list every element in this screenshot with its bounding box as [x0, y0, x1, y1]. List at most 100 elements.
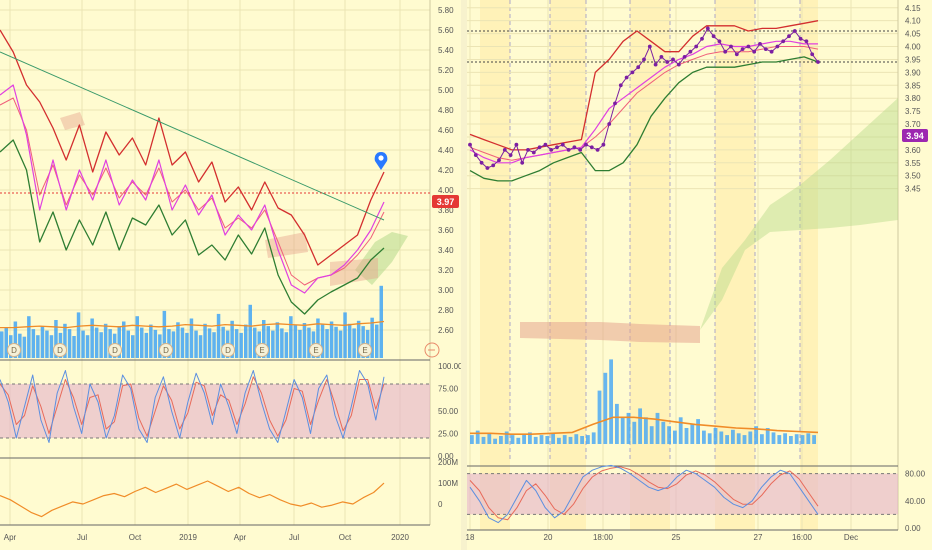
left-price-tick-label: 2.80	[438, 306, 454, 315]
right-volume-bar	[597, 390, 602, 444]
left-volume-bar	[307, 327, 311, 358]
right-price-point	[607, 122, 612, 126]
left-volume-bar	[302, 323, 307, 358]
right-price-point	[804, 39, 809, 44]
left-price-tick-label: 4.00	[438, 186, 454, 195]
left-stoch-k-line	[0, 370, 385, 443]
right-volume-bar	[481, 436, 486, 444]
right-price-point	[729, 44, 733, 49]
left-volume-bar	[298, 329, 302, 358]
right-volume-bar	[777, 435, 782, 444]
right-volume-bar	[545, 436, 550, 444]
left-time-axis[interactable]: Apr Jul Oct 2019 Apr Jul Oct 2020	[4, 533, 410, 542]
left-price-tick-label: 3.00	[438, 286, 454, 295]
right-price-point	[810, 52, 815, 57]
right-volume-bars	[470, 359, 819, 445]
right-time-tick-label: 18	[466, 533, 475, 542]
left-price-tick-label: 3.80	[438, 206, 454, 215]
right-volume-bar	[742, 435, 747, 444]
right-price-point	[642, 57, 646, 62]
right-time-axis[interactable]: 18 20 18:00 25 27 16:00 Dec	[466, 533, 859, 542]
location-marker-icon[interactable]	[374, 152, 388, 170]
right-volume-bar	[580, 436, 584, 444]
right-price-point	[717, 39, 722, 44]
time-navigation-icon[interactable]	[424, 342, 440, 358]
right-volume-bar	[789, 436, 793, 444]
left-event-marker-label: E	[259, 346, 264, 355]
left-volume-bar	[85, 335, 90, 358]
right-price-point	[624, 75, 629, 80]
right-session-highlight	[630, 0, 670, 530]
right-price-point	[775, 44, 780, 49]
right-price-point	[578, 148, 583, 152]
right-price-point	[549, 148, 554, 152]
right-time-tick-label: 16:00	[792, 533, 813, 542]
right-volume-bar	[533, 436, 538, 444]
right-price-point	[758, 42, 762, 46]
left-price-tick-label: 4.40	[438, 146, 454, 155]
left-volume-bar	[234, 329, 239, 358]
left-flow-line	[0, 480, 385, 518]
left-price-axis[interactable]: 5.80 5.60 5.40 5.20 5.00 4.80 4.60 4.40 4.20 4.00…	[438, 6, 463, 509]
left-volume-bar	[293, 325, 298, 358]
right-price-point	[734, 52, 739, 57]
left-time-tick-label: 2019	[179, 533, 197, 542]
left-stoch-tick-label: 75.00	[438, 385, 459, 394]
left-ichimoku-cloud	[60, 112, 408, 286]
left-volume-bar	[325, 329, 329, 358]
left-volume-bar	[289, 316, 293, 358]
right-price-tick-label: 3.70	[905, 120, 921, 129]
right-volume-bar	[684, 428, 689, 444]
left-volume-bar	[212, 332, 216, 358]
left-volume-bar	[122, 321, 126, 358]
left-trendline	[0, 51, 385, 221]
right-price-point	[468, 142, 472, 147]
right-volume-bar	[528, 432, 532, 444]
right-volume-bar	[800, 435, 805, 444]
right-volume-bar	[626, 412, 631, 444]
right-price-axis[interactable]: 4.15 4.10 4.05 4.00 3.95 3.90 3.85 3.80 3.75 3.70…	[905, 4, 926, 533]
left-volume-bar	[67, 329, 72, 358]
left-ma-fast-line	[0, 84, 385, 294]
right-price-tick-label: 3.90	[905, 68, 921, 77]
right-volume-bar	[760, 434, 764, 444]
right-price-point	[514, 142, 519, 147]
right-chart[interactable]: 4.15 4.10 4.05 4.00 3.95 3.90 3.85 3.80 3.75 3.70…	[461, 0, 928, 550]
left-volume-bar	[99, 332, 103, 358]
right-volume-bar	[806, 433, 811, 444]
left-volume-bar	[361, 326, 365, 358]
right-price-point	[630, 70, 635, 75]
right-stoch-k-line	[469, 464, 819, 524]
left-stoch-tick-label: 50.00	[438, 407, 459, 416]
right-price-point	[659, 55, 664, 59]
left-event-marker-label: E	[313, 346, 318, 355]
right-price-tick-label: 4.05	[905, 30, 921, 39]
right-price-point	[618, 83, 623, 88]
right-volume-bar	[493, 438, 497, 444]
right-price-point	[520, 160, 525, 165]
left-stoch-tick-label: 25.00	[438, 430, 459, 439]
right-volume-bar	[638, 408, 642, 444]
left-price-tick-label: 3.40	[438, 246, 454, 255]
left-volume-bar	[284, 332, 289, 358]
right-volume-bar	[574, 434, 579, 444]
left-lower-band-line	[0, 139, 385, 315]
right-volume-bar	[667, 426, 671, 444]
left-volume-bar	[40, 326, 45, 358]
left-event-marker	[358, 343, 372, 357]
right-cloud-area	[520, 322, 700, 343]
right-price-point	[508, 153, 513, 158]
right-time-tick-label: 25	[672, 533, 681, 542]
right-price-tick-label: 3.75	[905, 107, 921, 116]
right-price-point	[491, 163, 496, 168]
right-last-price-tag: 3.94	[902, 129, 928, 142]
left-chart[interactable]: D D D D D E E E 5.80 5.60 5.40 5.20 5.00 4.80 4.60 4.4…	[0, 0, 463, 542]
right-ichimoku-cloud	[520, 98, 898, 343]
right-price-tick-label: 4.15	[905, 4, 921, 13]
right-volume-bar	[644, 417, 648, 444]
left-stoch-d-line	[0, 376, 385, 437]
right-gridlines	[467, 0, 899, 531]
left-volume-bar	[216, 313, 221, 358]
left-volume-bar	[158, 334, 162, 358]
